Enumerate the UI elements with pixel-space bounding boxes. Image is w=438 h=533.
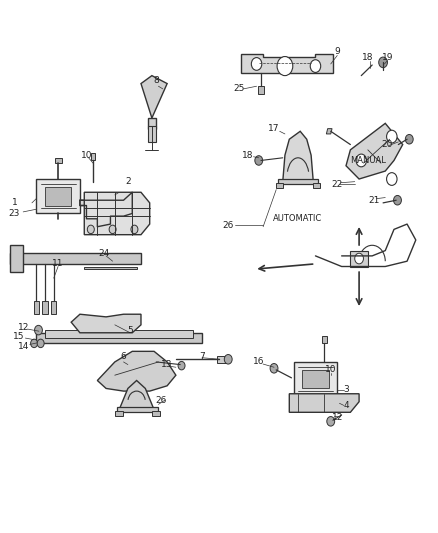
Polygon shape: [80, 192, 132, 227]
Polygon shape: [293, 362, 336, 397]
Circle shape: [35, 325, 42, 335]
Polygon shape: [257, 86, 263, 94]
Polygon shape: [276, 183, 282, 188]
Circle shape: [355, 154, 366, 167]
Text: 21: 21: [368, 196, 379, 205]
Polygon shape: [36, 333, 201, 343]
Circle shape: [131, 225, 138, 233]
Polygon shape: [117, 407, 158, 413]
Polygon shape: [10, 253, 141, 264]
Text: 18: 18: [361, 53, 373, 62]
Polygon shape: [45, 187, 71, 206]
Text: 7: 7: [199, 352, 205, 361]
Polygon shape: [350, 251, 367, 266]
Circle shape: [251, 58, 261, 70]
Circle shape: [354, 253, 363, 264]
Text: 26: 26: [222, 221, 233, 230]
Text: 25: 25: [233, 84, 244, 93]
Text: 15: 15: [13, 332, 25, 341]
Text: 20: 20: [381, 140, 392, 149]
Text: 16: 16: [252, 358, 264, 367]
Polygon shape: [84, 192, 149, 235]
Text: 10: 10: [324, 366, 336, 374]
Circle shape: [178, 361, 184, 370]
Text: 12: 12: [18, 323, 29, 332]
Polygon shape: [282, 131, 313, 182]
Circle shape: [87, 225, 94, 233]
Polygon shape: [119, 381, 154, 410]
Text: 3: 3: [343, 385, 348, 394]
Polygon shape: [10, 245, 23, 272]
Circle shape: [378, 57, 387, 68]
Text: 17: 17: [268, 124, 279, 133]
Polygon shape: [42, 301, 47, 314]
Text: 4: 4: [343, 401, 348, 410]
Polygon shape: [141, 76, 167, 118]
Circle shape: [386, 130, 396, 143]
Text: 6: 6: [120, 352, 126, 361]
Polygon shape: [51, 301, 56, 314]
Polygon shape: [321, 336, 326, 343]
Polygon shape: [313, 183, 319, 188]
Circle shape: [310, 60, 320, 72]
Text: 11: 11: [52, 260, 64, 268]
Polygon shape: [36, 179, 80, 214]
Circle shape: [404, 134, 412, 144]
Polygon shape: [84, 266, 136, 269]
Circle shape: [224, 354, 232, 364]
Text: 8: 8: [153, 76, 159, 85]
Text: 10: 10: [81, 151, 92, 160]
Text: 23: 23: [9, 209, 20, 218]
Polygon shape: [54, 158, 61, 163]
Polygon shape: [302, 370, 328, 389]
Polygon shape: [115, 411, 122, 416]
Polygon shape: [289, 394, 358, 413]
Polygon shape: [345, 123, 402, 179]
Text: AUTOMATIC: AUTOMATIC: [273, 214, 322, 223]
Text: 9: 9: [334, 47, 339, 56]
Text: 1: 1: [11, 198, 18, 207]
Text: 5: 5: [127, 326, 133, 335]
Text: 22: 22: [331, 180, 342, 189]
Circle shape: [392, 196, 400, 205]
Polygon shape: [278, 179, 317, 184]
Circle shape: [326, 417, 334, 426]
Polygon shape: [71, 314, 141, 333]
Circle shape: [37, 339, 44, 348]
Text: 2: 2: [125, 177, 131, 186]
Circle shape: [276, 56, 292, 76]
Text: 14: 14: [18, 342, 29, 351]
Polygon shape: [241, 54, 332, 73]
Text: 13: 13: [161, 360, 173, 369]
Polygon shape: [91, 152, 95, 160]
Text: MANUAL: MANUAL: [349, 156, 385, 165]
Polygon shape: [147, 126, 156, 142]
Circle shape: [254, 156, 262, 165]
Circle shape: [31, 339, 38, 348]
Circle shape: [109, 225, 116, 233]
Polygon shape: [152, 411, 159, 416]
Polygon shape: [325, 128, 331, 134]
Text: 19: 19: [381, 53, 392, 62]
Circle shape: [386, 173, 396, 185]
Text: 26: 26: [155, 395, 166, 405]
Polygon shape: [45, 330, 193, 338]
Text: 18: 18: [241, 151, 253, 160]
Polygon shape: [147, 118, 156, 128]
Polygon shape: [34, 301, 39, 314]
Text: 24: 24: [98, 249, 109, 258]
Polygon shape: [97, 351, 176, 391]
Text: 12: 12: [331, 413, 342, 422]
Polygon shape: [217, 356, 226, 363]
Circle shape: [269, 364, 277, 373]
